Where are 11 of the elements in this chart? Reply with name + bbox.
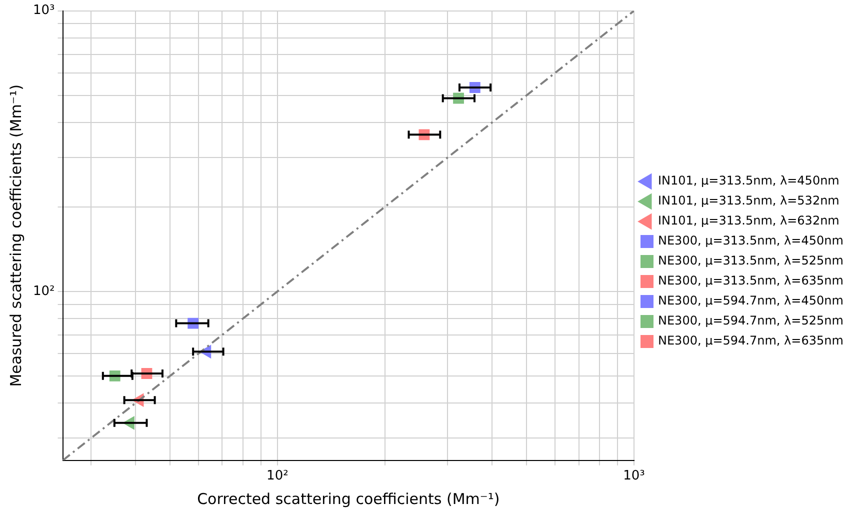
legend-label: IN101, μ=313.5nm, λ=632nm: [658, 214, 840, 228]
legend-label: NE300, μ=594.7nm, λ=635nm: [658, 334, 844, 348]
legend-label: NE300, μ=313.5nm, λ=450nm: [658, 234, 844, 248]
legend-label: NE300, μ=313.5nm, λ=635nm: [658, 274, 844, 288]
legend-label: IN101, μ=313.5nm, λ=532nm: [658, 194, 840, 208]
legend-label: NE300, μ=594.7nm, λ=450nm: [658, 294, 844, 308]
legend-label: NE300, μ=313.5nm, λ=525nm: [658, 254, 844, 268]
legend-label: IN101, μ=313.5nm, λ=450nm: [658, 174, 840, 188]
x-axis-title: Corrected scattering coefficients (Mm⁻¹): [197, 490, 500, 508]
legend-label: NE300, μ=594.7nm, λ=525nm: [658, 314, 844, 328]
y-axis-title: Measured scattering coefficients (Mm⁻¹): [6, 84, 25, 387]
